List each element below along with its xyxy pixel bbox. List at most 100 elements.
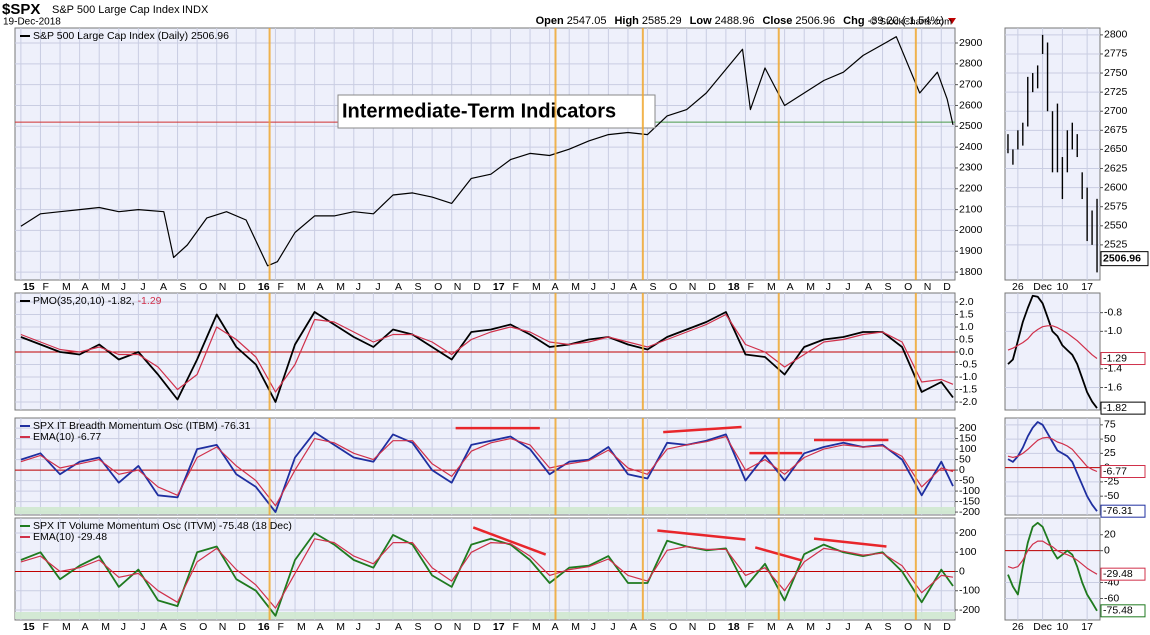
y-tick-label: 2575: [1104, 200, 1128, 212]
y-tick-label: -200: [959, 506, 980, 518]
y-tick-label: 100: [959, 546, 977, 558]
series-line: [20, 532, 954, 617]
y-tick-label: -1.0: [959, 371, 977, 383]
y-tick-label: 2625: [1104, 162, 1128, 174]
y-tick-label: -0.5: [959, 358, 977, 370]
y-tick-label: 0.5: [959, 333, 974, 345]
x-tick-label: J: [845, 621, 850, 633]
y-tick-label: 2650: [1104, 143, 1128, 155]
y-tick-label: 2700: [1104, 105, 1128, 117]
y-tick-label: 2700: [959, 78, 983, 90]
last-value: -76.31: [1103, 505, 1133, 517]
quote-value: -39.20 (-1.54%): [868, 15, 944, 27]
plot: [1005, 518, 1100, 620]
panel: [1004, 417, 1101, 516]
y-tick-label: 2200: [959, 183, 983, 195]
y-tick-label: 20: [1104, 529, 1116, 541]
y-tick-label: 2550: [1104, 220, 1128, 232]
x-tick-label: M: [571, 281, 580, 293]
x-tick-label: M: [767, 621, 776, 633]
x-tick-label: F: [277, 621, 283, 633]
y-tick-label: 2525: [1104, 239, 1128, 251]
x-tick-label: O: [199, 281, 207, 293]
panel: [1004, 517, 1101, 621]
series-line: [1007, 325, 1098, 359]
y-tick-label: 2300: [959, 162, 983, 174]
series-line: [20, 313, 954, 393]
x-tick-label: M: [62, 281, 71, 293]
last-value: -1.82: [1103, 402, 1127, 414]
quote-value: 2585.29: [642, 15, 682, 27]
price-line: [20, 36, 954, 267]
y-tick-label: 2600: [1104, 181, 1128, 193]
x-tick-label: A: [160, 281, 167, 293]
x-tick-label: M: [532, 621, 541, 633]
x-tick-label: O: [199, 621, 207, 633]
x-tick-label: 26: [1012, 621, 1024, 633]
x-tick-label: M: [101, 281, 110, 293]
x-tick-label: A: [630, 281, 637, 293]
x-tick-label: A: [82, 621, 89, 633]
x-tick-label: M: [297, 281, 306, 293]
exchange: INDX: [182, 4, 209, 16]
x-tick-label: A: [630, 621, 637, 633]
x-tick-label: N: [689, 621, 697, 633]
quote-label: High: [614, 15, 639, 27]
x-tick-label: M: [571, 621, 580, 633]
y-tick-label: 2000: [959, 224, 983, 236]
x-tick-label: D: [238, 621, 246, 633]
y-tick-label: -100: [959, 485, 980, 497]
x-tick-label: A: [552, 621, 559, 633]
y-tick-label: 150: [959, 432, 977, 444]
x-tick-label: Dec: [1033, 281, 1052, 293]
x-tick-label: 26: [1012, 281, 1024, 293]
y-tick-label: -50: [1104, 490, 1119, 502]
y-tick-label: 0: [959, 565, 965, 577]
plot: [15, 293, 955, 410]
last-value-box: [1100, 352, 1146, 366]
x-tick-label: A: [552, 281, 559, 293]
x-tick-label: 17: [1081, 621, 1093, 633]
legend-entry: SPX IT Breadth Momentum Osc (ITBM) -76.3…: [33, 420, 251, 432]
x-tick-label: 16: [258, 621, 270, 633]
y-tick-label: 0.0: [959, 346, 974, 358]
x-tick-label: Dec: [1033, 621, 1052, 633]
x-tick-label: J: [610, 621, 615, 633]
x-tick-label: M: [336, 621, 345, 633]
x-tick-label: M: [532, 281, 541, 293]
y-tick-label: -50: [959, 474, 974, 486]
quote-value: 2488.96: [715, 15, 755, 27]
y-tick-label: 0: [1104, 544, 1110, 556]
x-tick-label: J: [140, 621, 145, 633]
plot: [1005, 293, 1100, 410]
x-tick-label: M: [101, 621, 110, 633]
panel: [1004, 292, 1101, 411]
legend-entry: EMA(10) -29.48: [33, 531, 107, 543]
y-tick-label: 2750: [1104, 67, 1128, 79]
x-tick-label: N: [689, 281, 697, 293]
x-tick-label: N: [454, 281, 462, 293]
x-tick-label: S: [650, 621, 657, 633]
date: 19-Dec-2018: [3, 17, 61, 28]
panel: [14, 27, 956, 281]
x-tick-label: J: [375, 621, 380, 633]
x-tick-label: 16: [258, 281, 270, 293]
y-tick-label: -1.5: [959, 383, 977, 395]
x-tick-label: A: [787, 281, 794, 293]
x-tick-label: M: [767, 281, 776, 293]
series-line: [1007, 540, 1098, 575]
trend-line: [663, 425, 742, 434]
watermark: © StockCharts.com: [870, 17, 952, 28]
last-value: -75.48: [1103, 605, 1133, 617]
x-tick-label: D: [943, 621, 951, 633]
annotation: Intermediate-Term Indicators: [342, 100, 616, 122]
last-value-box: [1100, 401, 1146, 415]
last-value-box: [1100, 465, 1146, 479]
legend-entry: PMO(35,20,10) -1.82, -1.29: [33, 295, 162, 307]
panel-title: S&P 500 Large Cap Index (Daily) 2506.96: [33, 30, 229, 42]
x-tick-label: 17: [493, 621, 505, 633]
x-tick-label: N: [219, 621, 227, 633]
y-tick-label: 2800: [959, 58, 983, 70]
x-tick-label: A: [395, 621, 402, 633]
trend-line: [657, 529, 746, 541]
